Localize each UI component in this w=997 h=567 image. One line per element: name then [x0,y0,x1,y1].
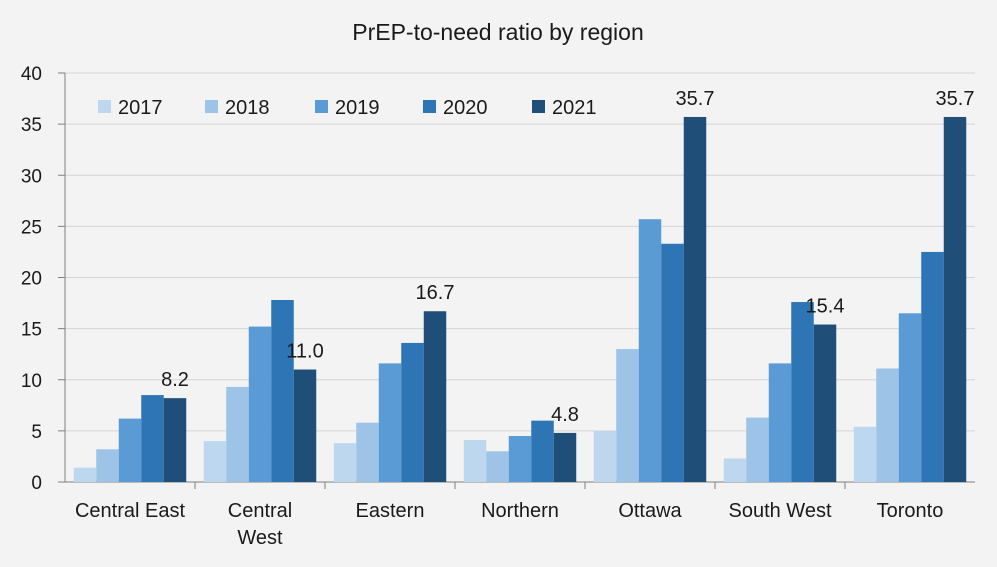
bar-2017 [463,440,487,482]
data-labels: 8.2 11.0 16.7 4.8 35.7 15.4 35.7 [161,88,974,426]
bar-2018 [356,422,379,482]
bar-2019 [638,219,662,482]
y-tick-label: 20 [21,269,42,290]
legend-label: 2021 [552,97,597,119]
category-label: Eastern [356,500,425,522]
legend-label: 2017 [118,97,163,119]
data-label: 11.0 [286,341,323,363]
category-label: West [237,527,283,549]
bar-2017 [203,441,227,482]
bar-2021 [553,432,577,482]
y-tick-label: 0 [31,473,42,494]
bar-2018 [96,449,119,482]
gridlines [65,72,975,432]
bars [73,116,967,482]
bar-2018 [746,417,769,482]
y-tick-label: 25 [21,217,42,238]
legend-swatch [315,100,328,113]
legend-label: 2019 [335,97,380,119]
data-label: 4.8 [551,404,579,426]
y-tick-label: 30 [21,166,42,187]
bar-2017 [593,430,617,482]
y-tick-label: 10 [21,371,42,392]
bar-2020 [661,243,684,482]
bar-2020 [141,395,164,482]
bar-2020 [401,342,424,482]
data-label: 16.7 [416,282,455,304]
category-label: Ottawa [618,500,682,522]
bar-2017 [723,458,747,482]
bar-2017 [333,443,357,482]
bar-2019 [768,363,792,482]
legend-swatch [423,100,436,113]
bar-2021 [163,398,187,482]
legend-swatch [205,100,218,113]
bar-2019 [378,363,402,482]
legend-swatch [98,100,111,113]
bar-2019 [508,435,532,482]
bar-2021 [423,311,447,482]
bar-2019 [118,418,142,482]
legend-label: 2020 [443,97,488,119]
category-label: Central East [75,500,185,522]
bar-2018 [226,386,249,482]
data-label: 15.4 [806,296,845,318]
y-tick-label: 40 [21,64,42,85]
bar-2020 [791,302,814,482]
category-label: Central [228,500,292,522]
bar-2020 [271,299,294,482]
data-label: 8.2 [161,369,189,391]
bar-2021 [813,324,837,482]
data-label: 35.7 [676,88,715,110]
chart-title: PrEP-to-need ratio by region [352,19,644,45]
bar-2021 [943,116,967,482]
bar-2019 [248,326,272,482]
y-tick-label: 15 [21,320,42,341]
legend: 2017 2018 2019 2020 2021 [98,97,597,119]
bar-2019 [898,313,922,482]
y-tick-label: 5 [31,422,42,443]
category-label: South West [728,500,831,522]
category-label: Toronto [877,500,944,522]
y-tick-label: 35 [21,115,42,136]
bar-2018 [486,451,509,482]
bar-2021 [293,369,317,482]
bar-2021 [683,116,707,482]
bar-2017 [853,426,877,482]
bar-2018 [616,349,639,482]
bar-2020 [921,251,944,482]
bar-2020 [531,420,554,482]
legend-swatch [532,100,545,113]
bar-2018 [876,368,899,482]
legend-label: 2018 [225,97,270,119]
data-label: 35.7 [936,88,975,110]
category-label: Northern [481,500,559,522]
bar-2017 [73,467,97,482]
